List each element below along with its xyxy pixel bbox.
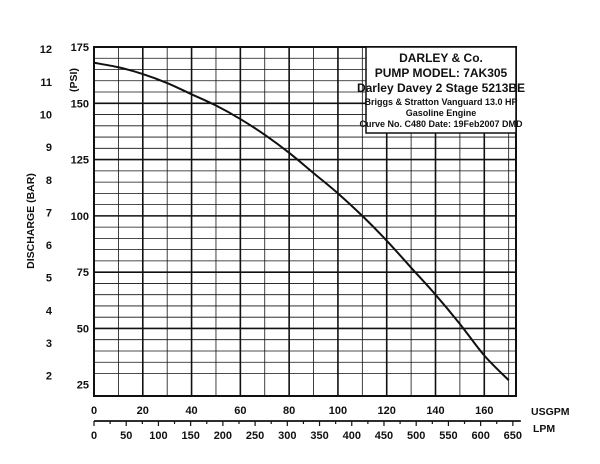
bar-tick-label: 6 <box>46 240 52 252</box>
bar-tick-label: 9 <box>46 142 52 154</box>
psi-tick-labels: 175 150 125 100 75 50 25 <box>71 42 89 392</box>
lpm-tick-label: 150 <box>181 430 199 442</box>
pump-curve-line <box>93 61 510 381</box>
bar-tick-label: 8 <box>46 175 52 187</box>
lpm-tick-label: 400 <box>343 430 361 442</box>
usgpm-tick-label: 40 <box>185 405 197 417</box>
lpm-axis-title: LPM <box>533 423 555 435</box>
title-box-frame <box>365 46 517 134</box>
psi-tick-label: 25 <box>77 380 89 392</box>
usgpm-tick-label: 120 <box>378 405 396 417</box>
lpm-tick-label: 550 <box>439 430 457 442</box>
bar-tick-label: 7 <box>46 207 52 219</box>
title-line-2: PUMP MODEL: 7AK305 <box>375 66 508 80</box>
usgpm-tick-label: 0 <box>91 405 97 417</box>
plot-frame <box>93 46 517 397</box>
usgpm-tick-label: 60 <box>234 405 246 417</box>
title-line-4: Briggs & Stratton Vanguard 13.0 HP <box>364 97 517 107</box>
bar-tick-label: 4 <box>46 305 53 317</box>
lpm-tick-label: 200 <box>214 430 232 442</box>
title-line-5: Gasoline Engine <box>406 108 477 118</box>
usgpm-axis-title: USGPM <box>531 406 570 418</box>
title-box: DARLEY & Co. PUMP MODEL: 7AK305 Darley D… <box>357 46 525 134</box>
psi-tick-label: 50 <box>77 323 89 335</box>
title-line-1: DARLEY & Co. <box>399 51 483 65</box>
psi-tick-label: 150 <box>71 98 89 110</box>
bar-tick-label: 2 <box>46 371 52 383</box>
psi-tick-label: 75 <box>77 267 89 279</box>
bar-tick-label: 11 <box>40 77 52 89</box>
lpm-tick-label: 450 <box>375 430 393 442</box>
lpm-axis: 0 50 100 150 200 250 300 350 400 450 500 550 600 650 <box>91 420 522 442</box>
bar-tick-labels: 12 11 10 9 8 7 6 5 4 3 2 <box>40 44 53 383</box>
psi-tick-label: 125 <box>71 155 89 167</box>
usgpm-tick-label: 140 <box>426 405 444 417</box>
lpm-tick-label: 300 <box>278 430 296 442</box>
lpm-tick-label: 600 <box>471 430 489 442</box>
bar-axis-title: DISCHARGE (BAR) <box>25 173 37 269</box>
bar-tick-label: 10 <box>40 109 52 121</box>
lpm-tick-label: 50 <box>120 430 132 442</box>
usgpm-tick-labels: 0 20 40 60 80 100 120 140 160 <box>91 405 494 417</box>
lpm-tick-label: 350 <box>310 430 328 442</box>
bar-tick-label: 12 <box>40 44 52 56</box>
title-line-6: Curve No. C480 Date: 19Feb2007 DMD <box>359 119 523 129</box>
lpm-tick-label: 0 <box>91 430 97 442</box>
psi-tick-label: 175 <box>71 42 89 54</box>
lpm-tick-label: 650 <box>504 430 522 442</box>
curve-layer <box>93 61 510 381</box>
psi-axis-title: (PSI) <box>68 68 80 92</box>
usgpm-tick-label: 20 <box>137 405 149 417</box>
psi-tick-label: 100 <box>71 211 89 223</box>
bar-tick-label: 5 <box>46 273 52 285</box>
lpm-tick-label: 100 <box>149 430 167 442</box>
lpm-tick-label: 500 <box>407 430 425 442</box>
usgpm-tick-label: 80 <box>283 405 295 417</box>
usgpm-tick-label: 160 <box>475 405 493 417</box>
bar-tick-label: 3 <box>46 338 52 350</box>
usgpm-tick-label: 100 <box>329 405 347 417</box>
lpm-tick-label: 250 <box>246 430 264 442</box>
title-line-3: Darley Davey 2 Stage 5213BE <box>357 81 525 95</box>
